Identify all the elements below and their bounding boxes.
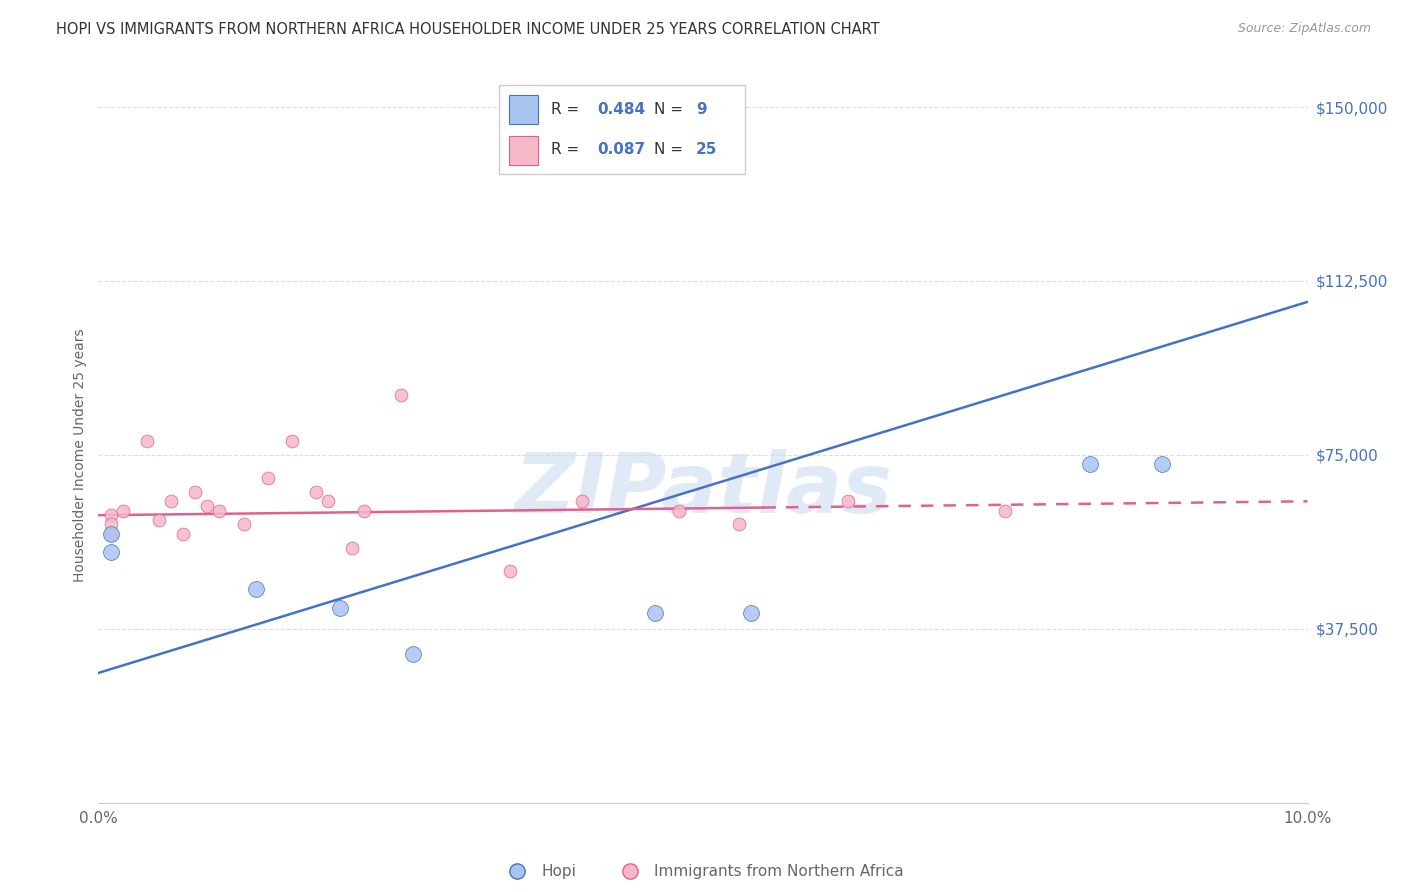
- Point: [994, 503, 1017, 517]
- Point: [100, 508, 122, 523]
- Point: [329, 601, 352, 615]
- Point: [100, 545, 122, 559]
- Point: [172, 526, 194, 541]
- Text: 0.484: 0.484: [598, 102, 645, 117]
- Point: [353, 503, 375, 517]
- Point: [232, 517, 254, 532]
- Bar: [509, 136, 538, 165]
- Point: [208, 503, 231, 517]
- Point: [402, 648, 425, 662]
- Point: [837, 494, 859, 508]
- Text: 9: 9: [696, 102, 707, 117]
- Point: [111, 503, 134, 517]
- Point: [281, 434, 304, 448]
- Point: [256, 471, 278, 485]
- Point: [245, 582, 267, 597]
- Point: [728, 517, 751, 532]
- Point: [644, 606, 666, 620]
- Text: HOPI VS IMMIGRANTS FROM NORTHERN AFRICA HOUSEHOLDER INCOME UNDER 25 YEARS CORREL: HOPI VS IMMIGRANTS FROM NORTHERN AFRICA …: [56, 22, 880, 37]
- Bar: [509, 95, 538, 124]
- Text: N =: N =: [654, 142, 688, 157]
- Point: [498, 564, 520, 578]
- Point: [195, 499, 218, 513]
- Point: [740, 606, 762, 620]
- Point: [316, 494, 339, 508]
- Text: ZIPatlas: ZIPatlas: [515, 450, 891, 530]
- Point: [571, 494, 593, 508]
- Point: [100, 526, 122, 541]
- Point: [184, 485, 207, 500]
- Point: [1078, 457, 1101, 471]
- Y-axis label: Householder Income Under 25 years: Householder Income Under 25 years: [73, 328, 87, 582]
- Point: [1152, 457, 1174, 471]
- FancyBboxPatch shape: [499, 85, 745, 174]
- Point: [389, 387, 412, 401]
- Text: N =: N =: [654, 102, 688, 117]
- Point: [668, 503, 690, 517]
- Legend: Hopi, Immigrants from Northern Africa: Hopi, Immigrants from Northern Africa: [496, 858, 910, 886]
- Text: R =: R =: [551, 142, 583, 157]
- Point: [135, 434, 157, 448]
- Point: [160, 494, 183, 508]
- Text: 0.087: 0.087: [598, 142, 645, 157]
- Point: [148, 513, 170, 527]
- Text: Source: ZipAtlas.com: Source: ZipAtlas.com: [1237, 22, 1371, 36]
- Text: 25: 25: [696, 142, 717, 157]
- Point: [305, 485, 328, 500]
- Text: R =: R =: [551, 102, 583, 117]
- Point: [100, 526, 122, 541]
- Point: [342, 541, 364, 555]
- Point: [100, 517, 122, 532]
